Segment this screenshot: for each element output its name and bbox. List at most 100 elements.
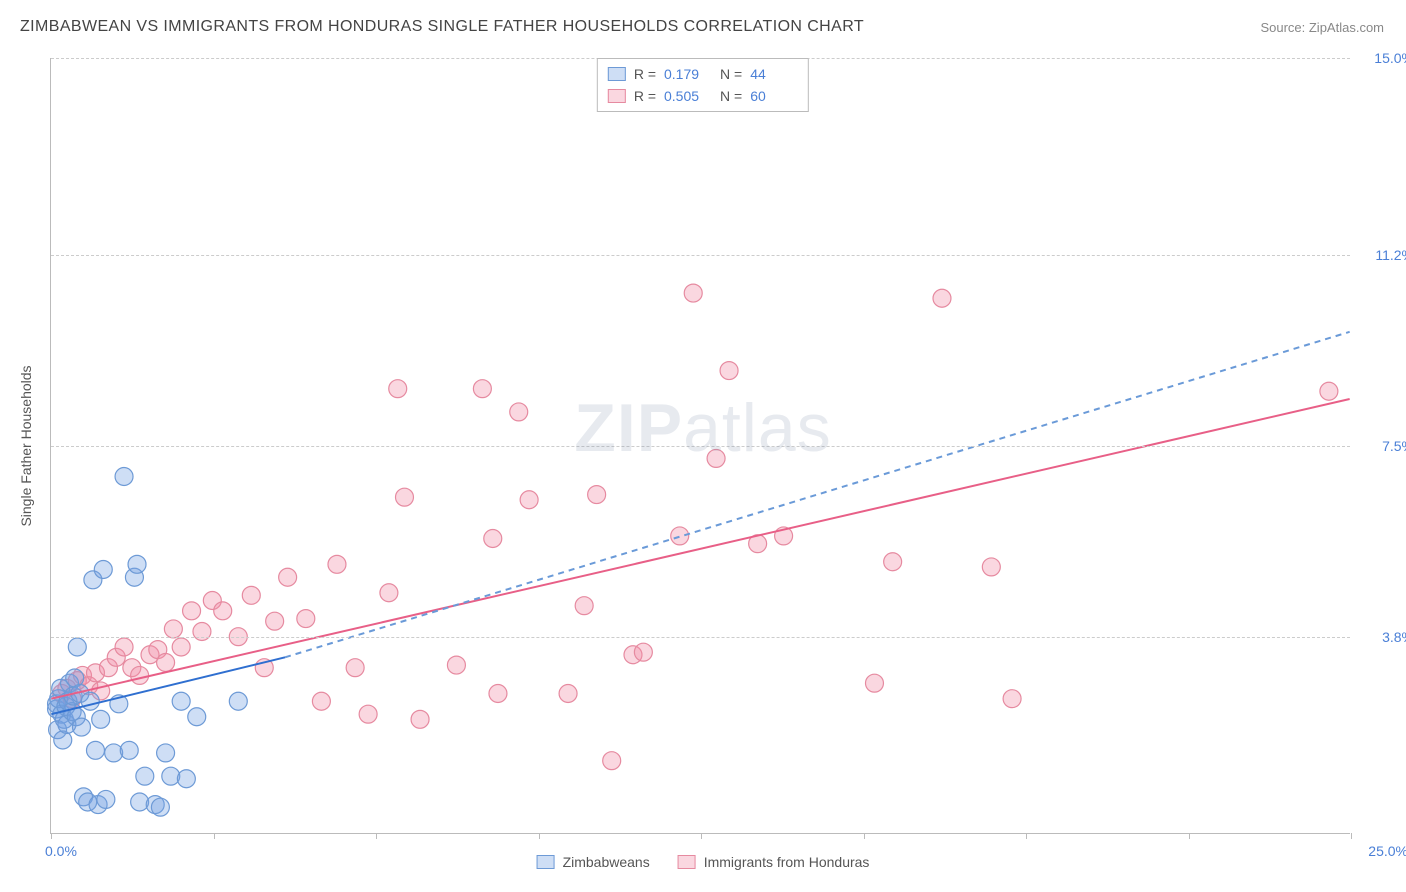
point-honduras	[380, 584, 398, 602]
x-tick	[376, 833, 377, 839]
point-zimbabwean	[92, 710, 110, 728]
point-honduras	[389, 380, 407, 398]
point-honduras	[183, 602, 201, 620]
point-honduras	[164, 620, 182, 638]
swatch-series2	[608, 89, 626, 103]
point-honduras	[520, 491, 538, 509]
r-value-1: 0.179	[664, 63, 712, 85]
point-honduras	[411, 710, 429, 728]
point-zimbabwean	[105, 744, 123, 762]
y-axis-title: Single Father Households	[18, 365, 34, 526]
point-honduras	[297, 610, 315, 628]
point-honduras	[559, 685, 577, 703]
point-honduras	[575, 597, 593, 615]
stat-box: R = 0.179 N = 44 R = 0.505 N = 60	[597, 58, 809, 112]
point-honduras	[266, 612, 284, 630]
y-tick-label: 7.5%	[1382, 438, 1406, 454]
point-zimbabwean	[120, 741, 138, 759]
x-tick	[1351, 833, 1352, 839]
point-honduras	[312, 692, 330, 710]
point-zimbabwean	[115, 468, 133, 486]
x-min-label: 0.0%	[45, 843, 77, 859]
point-honduras	[671, 527, 689, 545]
point-zimbabwean	[157, 744, 175, 762]
point-honduras	[489, 685, 507, 703]
point-honduras	[359, 705, 377, 723]
gridline-h	[51, 446, 1350, 447]
x-tick	[701, 833, 702, 839]
point-honduras	[707, 449, 725, 467]
gridline-h	[51, 255, 1350, 256]
point-zimbabwean	[68, 638, 86, 656]
point-honduras	[1003, 690, 1021, 708]
point-zimbabwean	[131, 793, 149, 811]
point-zimbabwean	[229, 692, 247, 710]
point-honduras	[473, 380, 491, 398]
legend-swatch-1	[537, 855, 555, 869]
x-tick	[539, 833, 540, 839]
point-zimbabwean	[86, 741, 104, 759]
point-honduras	[484, 530, 502, 548]
point-honduras	[395, 488, 413, 506]
x-tick	[214, 833, 215, 839]
point-honduras	[131, 666, 149, 684]
correlation-chart: ZIMBABWEAN VS IMMIGRANTS FROM HONDURAS S…	[0, 0, 1406, 892]
point-honduras	[447, 656, 465, 674]
point-honduras	[115, 638, 133, 656]
point-honduras	[884, 553, 902, 571]
n-value-1: 44	[750, 63, 798, 85]
point-zimbabwean	[128, 555, 146, 573]
legend-swatch-2	[678, 855, 696, 869]
point-honduras	[214, 602, 232, 620]
point-honduras	[242, 586, 260, 604]
chart-title: ZIMBABWEAN VS IMMIGRANTS FROM HONDURAS S…	[20, 18, 864, 36]
legend-label-2: Immigrants from Honduras	[704, 854, 870, 870]
legend-item-2: Immigrants from Honduras	[678, 854, 870, 870]
point-honduras	[328, 555, 346, 573]
x-tick	[51, 833, 52, 839]
point-honduras	[510, 403, 528, 421]
gridline-h	[51, 637, 1350, 638]
point-zimbabwean	[188, 708, 206, 726]
point-honduras	[720, 362, 738, 380]
point-honduras	[172, 638, 190, 656]
point-zimbabwean	[151, 798, 169, 816]
point-honduras	[684, 284, 702, 302]
n-label-1: N =	[720, 63, 742, 85]
stat-row-2: R = 0.505 N = 60	[608, 85, 798, 107]
point-zimbabwean	[94, 561, 112, 579]
n-value-2: 60	[750, 85, 798, 107]
source-label: Source: ZipAtlas.com	[1260, 20, 1384, 35]
n-label-2: N =	[720, 85, 742, 107]
r-label-2: R =	[634, 85, 656, 107]
point-honduras	[933, 289, 951, 307]
r-label-1: R =	[634, 63, 656, 85]
x-tick	[1026, 833, 1027, 839]
y-tick-label: 15.0%	[1374, 50, 1406, 66]
y-tick-label: 3.8%	[1382, 629, 1406, 645]
x-max-label: 25.0%	[1368, 843, 1406, 859]
trend-line	[285, 332, 1350, 658]
point-zimbabwean	[97, 790, 115, 808]
trend-line	[51, 399, 1349, 699]
legend-item-1: Zimbabweans	[537, 854, 650, 870]
y-tick-label: 11.2%	[1375, 247, 1406, 263]
point-honduras	[157, 654, 175, 672]
point-honduras	[346, 659, 364, 677]
point-zimbabwean	[162, 767, 180, 785]
x-tick	[1189, 833, 1190, 839]
legend: Zimbabweans Immigrants from Honduras	[537, 854, 870, 870]
point-zimbabwean	[177, 770, 195, 788]
point-honduras	[603, 752, 621, 770]
legend-label-1: Zimbabweans	[563, 854, 650, 870]
point-honduras	[634, 643, 652, 661]
point-honduras	[982, 558, 1000, 576]
plot-area: 0.0% 25.0% 3.8%7.5%11.2%15.0%	[50, 58, 1350, 834]
point-honduras	[1320, 382, 1338, 400]
point-honduras	[588, 486, 606, 504]
stat-row-1: R = 0.179 N = 44	[608, 63, 798, 85]
swatch-series1	[608, 67, 626, 81]
r-value-2: 0.505	[664, 85, 712, 107]
point-zimbabwean	[72, 718, 90, 736]
point-honduras	[279, 568, 297, 586]
